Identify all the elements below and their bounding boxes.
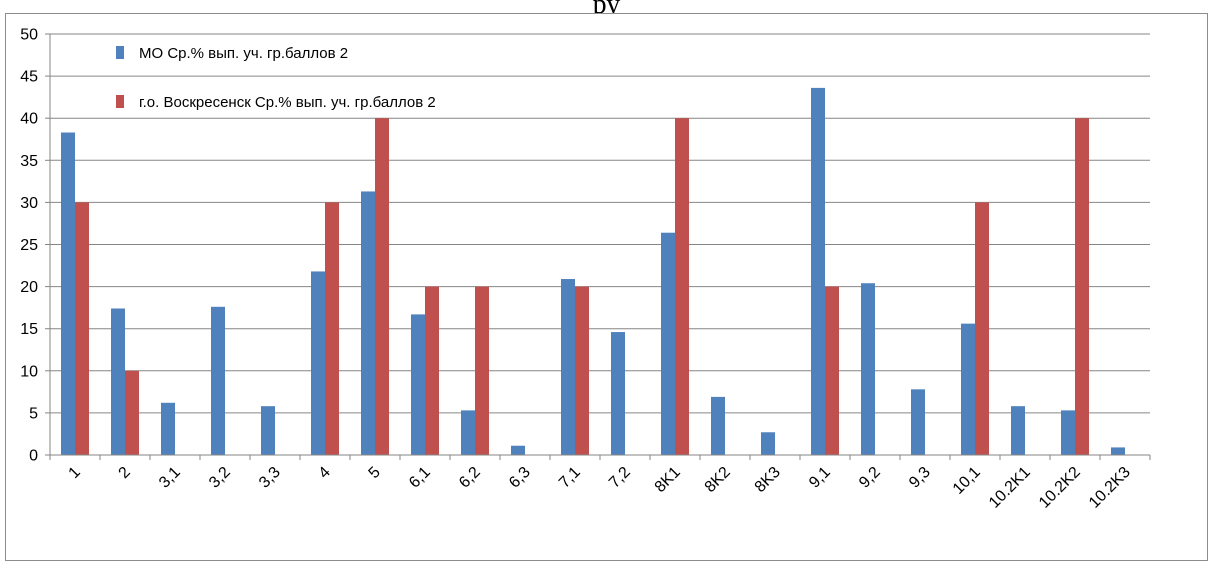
x-tick-label: 3,3	[256, 464, 284, 492]
x-tick-label: 4	[316, 464, 334, 482]
x-tick-label: 6,3	[506, 464, 534, 492]
bar-series-1	[711, 396, 725, 455]
bar-series-2	[375, 118, 389, 455]
y-tick-label: 45	[20, 69, 38, 86]
x-tick-label: 10.2K3	[1086, 464, 1134, 512]
bar-series-1	[761, 432, 775, 455]
bar-series-1	[561, 279, 575, 455]
bar-series-2	[475, 286, 489, 455]
y-tick-label: 15	[20, 321, 38, 338]
bar-series-1	[1111, 447, 1125, 455]
bar-series-2	[1075, 118, 1089, 455]
bar-series-1	[311, 271, 325, 455]
x-tick-label: 9,1	[806, 464, 834, 492]
bar-series-1	[61, 132, 75, 455]
x-tick-label: 9,3	[906, 464, 934, 492]
bar-series-2	[75, 202, 89, 455]
bar-series-1	[461, 410, 475, 455]
bar-series-2	[575, 286, 589, 455]
y-tick-label: 35	[20, 153, 38, 170]
y-tick-label: 20	[20, 279, 38, 296]
bar-series-2	[425, 286, 439, 455]
x-tick-label: 6,2	[456, 464, 484, 492]
legend-label: МО Ср.% вып. уч. гр.баллов 2	[139, 45, 348, 62]
x-tick-label: 8K3	[752, 464, 784, 496]
x-tick-label: 6,1	[406, 464, 434, 492]
legend-swatch	[116, 95, 124, 108]
x-tick-label: 1	[66, 464, 84, 482]
bar-series-1	[1011, 406, 1025, 455]
bar-series-1	[111, 308, 125, 455]
x-tick-label: 5	[366, 464, 384, 482]
bar-series-2	[675, 118, 689, 455]
y-tick-label: 5	[29, 405, 38, 422]
bar-series-1	[961, 323, 975, 455]
gridlines	[50, 33, 1150, 414]
bar-series-1	[811, 87, 825, 455]
bar-series-1	[361, 191, 375, 456]
legend-label: г.о. Воскресенск Ср.% вып. уч. гр.баллов…	[139, 94, 436, 111]
bar-series-1	[261, 406, 275, 455]
bar-series-1	[661, 232, 675, 455]
legend: МО Ср.% вып. уч. гр.баллов 2 г.о. Воскрес…	[116, 45, 436, 111]
bar-series-2	[975, 202, 989, 455]
x-tick-label: 2	[116, 464, 134, 482]
x-tick-label: 7,2	[606, 464, 634, 492]
x-tick-label: 10,1	[950, 464, 984, 498]
y-tick-label: 10	[20, 363, 38, 380]
y-tick-label: 50	[20, 27, 38, 44]
bar-series-2	[125, 370, 139, 455]
x-tick-label: 8K2	[702, 464, 734, 496]
y-tick-label: 25	[20, 237, 38, 254]
x-tick-label: 10.2K2	[1036, 464, 1084, 512]
bar-series-1	[1061, 410, 1075, 455]
x-tick-label: 7,1	[556, 464, 584, 492]
bar-series-1	[511, 445, 525, 455]
bar-series-2	[825, 286, 839, 455]
x-tick-label: 10.2K1	[986, 464, 1034, 512]
bars	[61, 87, 1125, 456]
bar-series-1	[211, 306, 225, 455]
bar-series-1	[411, 314, 425, 455]
y-tick-label: 40	[20, 111, 38, 128]
bar-series-2	[325, 202, 339, 455]
y-tick-label: 30	[20, 195, 38, 212]
bar-series-1	[611, 332, 625, 455]
bar-series-1	[861, 283, 875, 455]
x-tick-label: 3,2	[206, 464, 234, 492]
y-tick-label: 0	[29, 448, 38, 465]
bar-series-1	[161, 402, 175, 455]
x-tick-label: 9,2	[856, 464, 884, 492]
bar-series-1	[911, 389, 925, 455]
x-tick-label: 8K1	[652, 464, 684, 496]
legend-swatch	[116, 46, 124, 59]
x-tick-label: 3,1	[156, 464, 184, 492]
